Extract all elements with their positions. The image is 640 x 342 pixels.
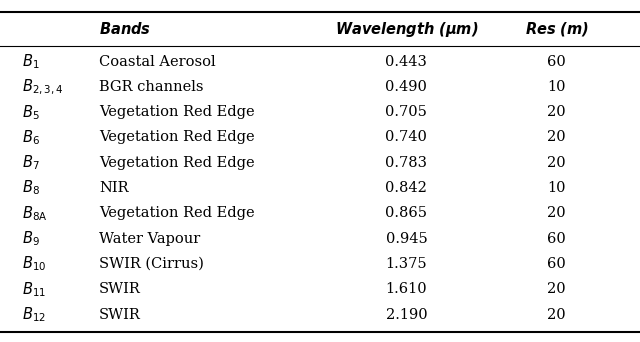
Text: $B_{10}$: $B_{10}$ <box>22 255 47 273</box>
Text: Vegetation Red Edge: Vegetation Red Edge <box>99 105 255 119</box>
Text: 60: 60 <box>547 257 566 271</box>
Text: 20: 20 <box>547 308 566 321</box>
Text: $B_9$: $B_9$ <box>22 229 40 248</box>
Text: 1.375: 1.375 <box>385 257 428 271</box>
Text: 2.190: 2.190 <box>385 308 428 321</box>
Text: 60: 60 <box>547 55 566 68</box>
Text: 0.490: 0.490 <box>385 80 428 94</box>
Text: Vegetation Red Edge: Vegetation Red Edge <box>99 131 255 144</box>
Text: 0.783: 0.783 <box>385 156 428 170</box>
Text: 60: 60 <box>547 232 566 246</box>
Text: $\bfit{Res}$ $\bfit{(m)}$: $\bfit{Res}$ $\bfit{(m)}$ <box>525 20 589 38</box>
Text: $B_{2,3,4}$: $B_{2,3,4}$ <box>22 77 64 96</box>
Text: 0.443: 0.443 <box>385 55 428 68</box>
Text: NIR: NIR <box>99 181 129 195</box>
Text: 0.865: 0.865 <box>385 207 428 220</box>
Text: SWIR: SWIR <box>99 308 141 321</box>
Text: BGR channels: BGR channels <box>99 80 204 94</box>
Text: Coastal Aerosol: Coastal Aerosol <box>99 55 216 68</box>
Text: 0.945: 0.945 <box>385 232 428 246</box>
Text: 10: 10 <box>548 80 566 94</box>
Text: $B_8$: $B_8$ <box>22 179 40 197</box>
Text: 20: 20 <box>547 105 566 119</box>
Text: 20: 20 <box>547 207 566 220</box>
Text: Water Vapour: Water Vapour <box>99 232 200 246</box>
Text: $B_7$: $B_7$ <box>22 154 40 172</box>
Text: $B_{12}$: $B_{12}$ <box>22 305 46 324</box>
Text: $B_6$: $B_6$ <box>22 128 40 147</box>
Text: 0.740: 0.740 <box>385 131 428 144</box>
Text: $\bfit{Wavelength}$ $\bfit{(\mu m)}$: $\bfit{Wavelength}$ $\bfit{(\mu m)}$ <box>335 19 478 39</box>
Text: $B_{8\mathrm{A}}$: $B_{8\mathrm{A}}$ <box>22 204 48 223</box>
Text: $B_{11}$: $B_{11}$ <box>22 280 47 299</box>
Text: 0.705: 0.705 <box>385 105 428 119</box>
Text: 10: 10 <box>548 181 566 195</box>
Text: 0.842: 0.842 <box>385 181 428 195</box>
Text: 20: 20 <box>547 131 566 144</box>
Text: $B_1$: $B_1$ <box>22 52 40 71</box>
Text: Vegetation Red Edge: Vegetation Red Edge <box>99 156 255 170</box>
Text: 1.610: 1.610 <box>385 282 428 296</box>
Text: SWIR (Cirrus): SWIR (Cirrus) <box>99 257 204 271</box>
Text: 20: 20 <box>547 282 566 296</box>
Text: 20: 20 <box>547 156 566 170</box>
Text: $\bfit{Bands}$: $\bfit{Bands}$ <box>99 21 151 37</box>
Text: Vegetation Red Edge: Vegetation Red Edge <box>99 207 255 220</box>
Text: $B_5$: $B_5$ <box>22 103 40 121</box>
Text: SWIR: SWIR <box>99 282 141 296</box>
